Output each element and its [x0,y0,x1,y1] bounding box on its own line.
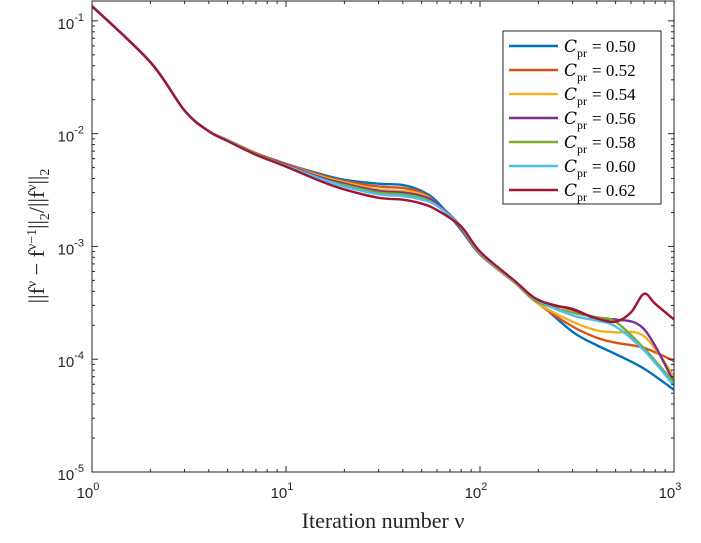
y-title-sub-2: 2 [38,213,53,220]
y-tick-exponent: -4 [74,350,84,362]
legend-equals: = [592,181,606,200]
x-axis-title-text: Iteration number ν [302,508,465,533]
axes-layer [91,0,675,473]
legend-subscript: pr [577,94,587,108]
y-tick-exponent: -3 [74,237,84,249]
x-tick-exponent: 2 [481,481,487,493]
legend-value: 0.58 [606,133,636,152]
y-tick-base: 10 [58,467,75,484]
legend-symbol: C [564,37,577,57]
y-tick-exponent: -2 [74,125,84,137]
x-tick-base: 10 [659,485,676,502]
legend-symbol: C [564,181,577,201]
y-tick-base: 10 [58,16,75,33]
legend-label-5: Cpr = 0.58 [564,133,636,156]
legend-value: 0.62 [606,181,636,200]
legend-equals: = [592,37,606,56]
legend-label-1: Cpr = 0.50 [564,37,636,60]
x-tick-exponent: 0 [93,481,99,493]
x-tick-exponent: 3 [675,481,681,493]
x-tick-base: 10 [77,485,94,502]
legend-equals: = [592,133,606,152]
y-tick-base: 10 [58,129,75,146]
y-tick-exponent: -5 [74,463,84,475]
y-tick-exponent: -1 [74,12,84,24]
axes-box [91,0,675,473]
series-layer [92,4,674,392]
legend-symbol: C [564,85,577,105]
y-tick-label-4: 10-2 [58,125,84,146]
legend-equals: = [592,109,606,128]
legend-subscript: pr [577,118,587,132]
x-tick-label-1: 100 [77,481,100,502]
x-tick-base: 10 [465,485,482,502]
y-tick-label-2: 10-4 [58,350,84,371]
legend-label-4: Cpr = 0.56 [564,109,636,132]
legend-value: 0.54 [606,85,636,104]
y-title-sup-nu-2: ν [25,184,40,190]
legend-subscript: pr [577,142,587,156]
y-axis-title: ||fν − fν−1||2/||fν||2 [24,169,53,304]
x-tick-label-2: 101 [271,481,294,502]
y-title-part-norm-close-2: || [24,176,49,185]
legend-equals: = [592,157,606,176]
x-axis-title: Iteration number ν [302,508,465,533]
legend-value: 0.56 [606,109,636,128]
legend-equals: = [592,85,606,104]
y-tick-label-1: 10-5 [58,463,84,484]
y-title-part-div-f: /||f [24,190,49,213]
legend-label-7: Cpr = 0.62 [564,181,636,204]
legend-subscript: pr [577,70,587,84]
legend: Cpr = 0.50 Cpr = 0.52 Cpr = 0.54 Cpr = 0.56 Cpr =… [502,30,662,205]
legend-label-2: Cpr = 0.52 [564,61,636,84]
legend-symbol: C [564,157,577,177]
x-tick-label-3: 102 [465,481,488,502]
x-tick-label-4: 103 [659,481,682,502]
y-tick-label-3: 10-3 [58,237,84,258]
legend-equals: = [592,61,606,80]
legend-label-6: Cpr = 0.60 [564,157,636,180]
legend-subscript: pr [577,190,587,204]
y-tick-base: 10 [58,241,75,258]
legend-value: 0.50 [606,37,636,56]
x-tick-exponent: 1 [287,481,293,493]
y-title-part-norm-close: || [24,220,49,229]
y-title-sup-nu-minus-1: ν−1 [25,229,40,250]
legend-value: 0.52 [606,61,636,80]
series-line-7 [92,4,674,324]
legend-value: 0.60 [606,157,636,176]
y-title-part-norm-f: ||f [24,287,49,304]
y-title-part-minus-f: − f [24,249,49,280]
x-tick-base: 10 [271,485,288,502]
y-title-sup-nu: ν [25,281,40,287]
y-title-sub-2b: 2 [38,169,53,176]
legend-subscript: pr [577,46,587,60]
y-tick-base: 10 [58,354,75,371]
legend-symbol: C [564,61,577,81]
legend-symbol: C [564,133,577,153]
legend-subscript: pr [577,166,587,180]
legend-symbol: C [564,109,577,129]
legend-label-3: Cpr = 0.54 [564,85,636,108]
y-tick-label-5: 10-1 [58,12,84,33]
